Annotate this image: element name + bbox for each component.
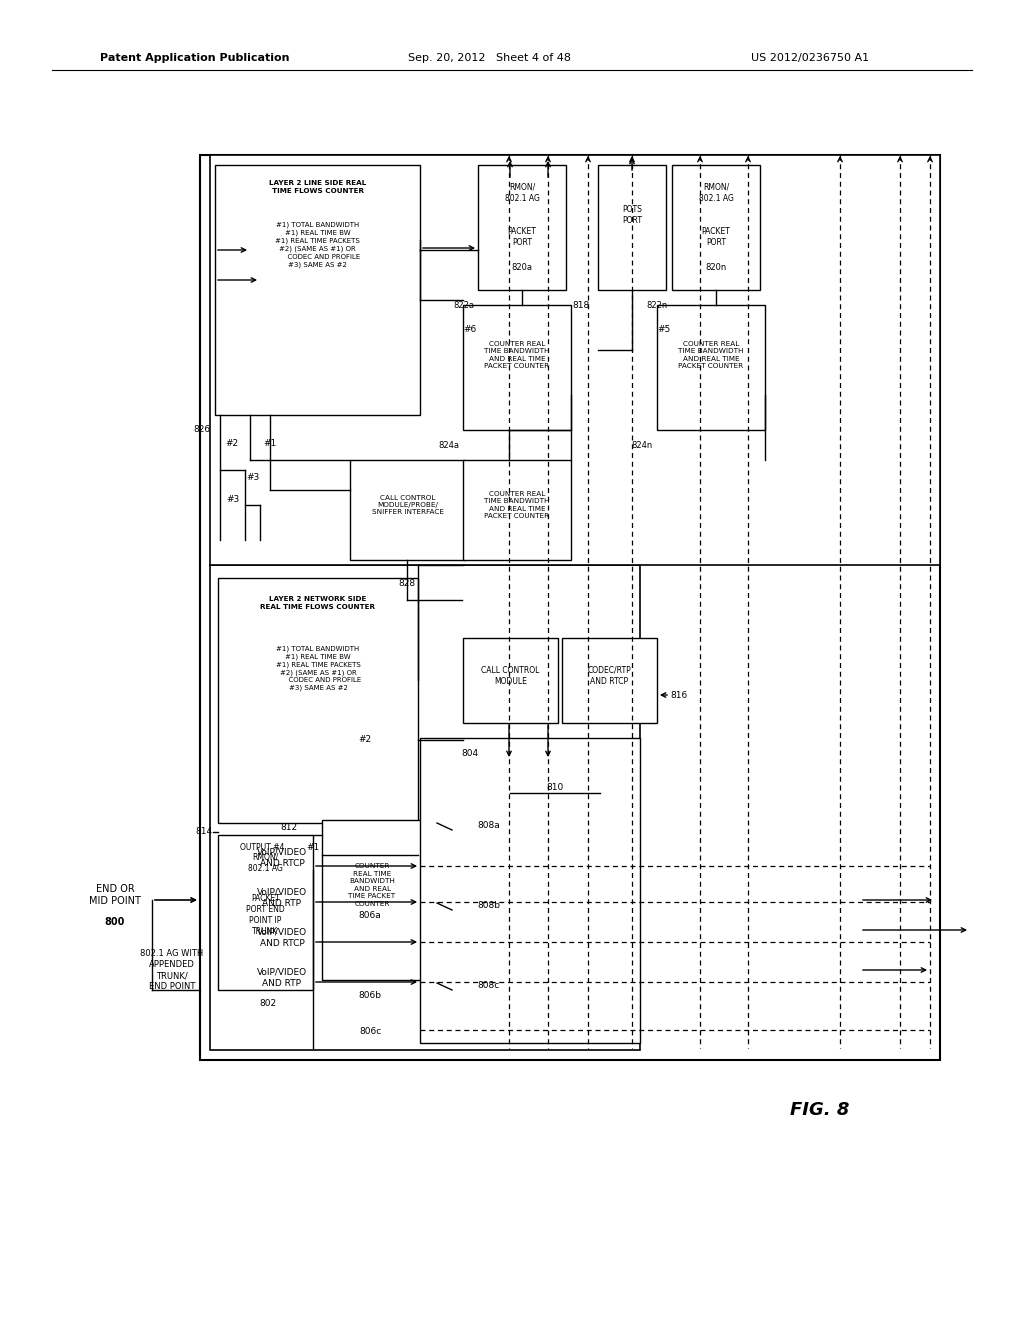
Text: 802.1 AG WITH
APPENDED
TRUNK/
END POINT: 802.1 AG WITH APPENDED TRUNK/ END POINT <box>140 949 204 991</box>
Text: #2: #2 <box>225 438 239 447</box>
Text: #6: #6 <box>464 326 476 334</box>
Bar <box>215 165 420 414</box>
Bar <box>598 165 666 290</box>
Bar <box>218 578 418 822</box>
Text: VoIP/VIDEO
AND RTCP: VoIP/VIDEO AND RTCP <box>257 928 307 948</box>
Text: RMON/
802.1 AG: RMON/ 802.1 AG <box>505 183 540 203</box>
Bar <box>672 165 760 290</box>
Bar <box>463 305 571 430</box>
Text: 824a: 824a <box>438 441 459 450</box>
Bar <box>420 738 640 1043</box>
Text: 814: 814 <box>196 828 213 837</box>
Text: #5: #5 <box>657 326 671 334</box>
Text: #1: #1 <box>306 842 319 851</box>
Bar <box>200 154 940 1060</box>
Text: 806a: 806a <box>358 912 381 920</box>
Text: #3: #3 <box>247 473 260 482</box>
Text: 820a: 820a <box>512 264 532 272</box>
Text: Patent Application Publication: Patent Application Publication <box>100 53 290 63</box>
Text: #2: #2 <box>358 735 372 744</box>
Bar <box>463 459 571 560</box>
Text: 826: 826 <box>194 425 211 434</box>
Text: 812: 812 <box>280 824 297 833</box>
Text: RMON/
802.1 AG: RMON/ 802.1 AG <box>698 183 733 203</box>
Text: #1) TOTAL BANDWIDTH
#1) REAL TIME BW
#1) REAL TIME PACKETS
#2) (SAME AS #1) OR
 : #1) TOTAL BANDWIDTH #1) REAL TIME BW #1)… <box>274 222 360 268</box>
Text: PACKET
PORT: PACKET PORT <box>508 227 537 247</box>
Text: COUNTER REAL
TIME BANDWIDTH
AND REAL TIME
PACKET COUNTER: COUNTER REAL TIME BANDWIDTH AND REAL TIM… <box>484 341 550 370</box>
Bar <box>210 565 640 1049</box>
Text: 800: 800 <box>104 917 125 927</box>
Text: 822a: 822a <box>453 301 474 309</box>
Text: 824n: 824n <box>632 441 653 450</box>
Text: 820n: 820n <box>706 264 727 272</box>
Text: 806b: 806b <box>358 990 382 999</box>
Text: Sep. 20, 2012   Sheet 4 of 48: Sep. 20, 2012 Sheet 4 of 48 <box>409 53 571 63</box>
Text: 822n: 822n <box>647 301 668 309</box>
Text: PACKET
PORT END
POINT IP
TRUNK: PACKET PORT END POINT IP TRUNK <box>246 894 285 936</box>
Text: CALL CONTROL
MODULE/PROBE/
SNIFFER INTERFACE: CALL CONTROL MODULE/PROBE/ SNIFFER INTER… <box>372 495 443 516</box>
Text: 808a: 808a <box>477 821 500 830</box>
Text: CALL CONTROL
MODULE: CALL CONTROL MODULE <box>481 667 540 686</box>
Bar <box>322 820 422 979</box>
Text: CODEC/RTP
AND RTCP: CODEC/RTP AND RTCP <box>588 667 632 686</box>
Text: 808c: 808c <box>477 982 500 990</box>
Text: 828: 828 <box>398 579 415 589</box>
Bar <box>210 154 940 565</box>
Text: 806c: 806c <box>358 1027 381 1036</box>
Text: 810: 810 <box>547 784 563 792</box>
Text: COUNTER REAL
TIME BANDWIDTH
AND REAL TIME
PACKET COUNTER: COUNTER REAL TIME BANDWIDTH AND REAL TIM… <box>484 491 550 519</box>
Text: PACKET
PORT: PACKET PORT <box>701 227 730 247</box>
Text: 804: 804 <box>462 748 478 758</box>
Text: COUNTER REAL
TIME BANDWIDTH
AND REAL TIME
PACKET COUNTER: COUNTER REAL TIME BANDWIDTH AND REAL TIM… <box>678 341 743 370</box>
Text: 802: 802 <box>259 998 276 1007</box>
Bar <box>562 638 657 723</box>
Bar <box>463 638 558 723</box>
Text: VoIP/VIDEO
AND RTCP: VoIP/VIDEO AND RTCP <box>257 847 307 869</box>
Bar <box>478 165 566 290</box>
Bar <box>218 836 313 990</box>
Bar <box>657 305 765 430</box>
Text: 808b: 808b <box>477 902 500 911</box>
Text: POTS
PORT: POTS PORT <box>622 205 642 224</box>
Text: LAYER 2 LINE SIDE REAL
TIME FLOWS COUNTER: LAYER 2 LINE SIDE REAL TIME FLOWS COUNTE… <box>269 181 367 194</box>
Text: VoIP/VIDEO
AND RTP: VoIP/VIDEO AND RTP <box>257 968 307 989</box>
Text: VoIP/VIDEO
AND RTP: VoIP/VIDEO AND RTP <box>257 888 307 908</box>
Text: COUNTER
REAL TIME
BANDWIDTH
AND REAL
TIME PACKET
COUNTER: COUNTER REAL TIME BANDWIDTH AND REAL TIM… <box>348 863 395 907</box>
Text: LAYER 2 NETWORK SIDE
REAL TIME FLOWS COUNTER: LAYER 2 NETWORK SIDE REAL TIME FLOWS COU… <box>260 597 376 610</box>
Text: OUTPUT #4: OUTPUT #4 <box>240 842 285 851</box>
Text: RMON/
802.1 AG: RMON/ 802.1 AG <box>248 853 283 873</box>
Text: 818: 818 <box>572 301 590 309</box>
Text: #3: #3 <box>226 495 240 504</box>
Text: FIG. 8: FIG. 8 <box>791 1101 850 1119</box>
Text: #1: #1 <box>263 438 276 447</box>
Text: END OR
MID POINT: END OR MID POINT <box>89 884 141 907</box>
Text: US 2012/0236750 A1: US 2012/0236750 A1 <box>751 53 869 63</box>
Text: 816: 816 <box>670 690 687 700</box>
Bar <box>350 459 465 560</box>
Text: #1) TOTAL BANDWIDTH
#1) REAL TIME BW
#1) REAL TIME PACKETS
#2) (SAME AS #1) OR
 : #1) TOTAL BANDWIDTH #1) REAL TIME BW #1)… <box>274 645 361 690</box>
